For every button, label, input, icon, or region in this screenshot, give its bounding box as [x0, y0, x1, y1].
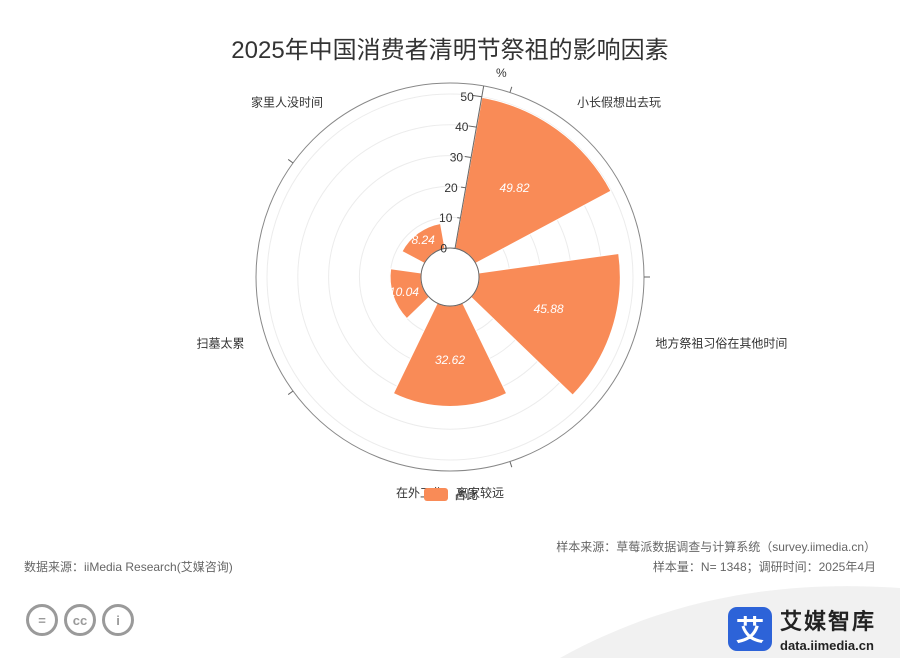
radial-tick-label: 0 — [440, 241, 447, 255]
category-label: 地方祭祖习俗在其他时间 — [655, 336, 787, 351]
radial-tick-label: 10 — [439, 211, 453, 225]
radial-tick-label: 20 — [444, 181, 458, 195]
person-icon: i — [102, 604, 134, 636]
radial-tick-label: 40 — [455, 120, 469, 134]
polar-inner-circle — [420, 247, 480, 307]
brand-name: 艾媒智库 — [780, 609, 877, 634]
angle-tick — [509, 86, 513, 93]
category-label: 扫墓太累 — [197, 336, 245, 351]
category-label: 小长假想出去玩 — [577, 94, 661, 109]
data-source: 数据来源：iiMedia Research(艾媒咨询) — [24, 560, 233, 574]
radial-tick — [472, 94, 482, 98]
bar-sector — [454, 96, 612, 265]
data-label: 49.82 — [499, 181, 529, 195]
chart-title: 2025年中国消费者清明节祭祖的影响因素 — [231, 37, 669, 64]
sample-size: 样本量：N= 1348；调研时间：2025年4月 — [652, 560, 876, 574]
license-icons: = cc i — [26, 604, 134, 636]
angle-tick — [287, 159, 294, 164]
category-label: 在外工作，离家较远 — [396, 485, 504, 500]
brand-block: 艾 艾媒智库 data.iimedia.cn — [728, 604, 876, 653]
radial-tick — [468, 125, 477, 128]
sample-source: 样本来源：草莓派数据调查与计算系统（survey.iimedia.cn） — [556, 540, 876, 554]
data-label: 32.62 — [435, 353, 465, 367]
angle-tick — [287, 390, 294, 395]
radial-tick — [460, 186, 466, 189]
legend[interactable]: 占比 — [424, 486, 478, 503]
brand-logo-icon: 艾 — [728, 606, 772, 651]
legend-label: 占比 — [454, 488, 479, 502]
cc-icon: cc — [64, 604, 96, 636]
radial-unit-label: % — [496, 66, 507, 80]
radial-tick-label: 30 — [450, 150, 464, 164]
brand-url: data.iimedia.cn — [780, 638, 874, 653]
radial-tick — [464, 156, 472, 158]
legend-swatch — [424, 488, 448, 501]
category-label: 家里人没时间 — [251, 94, 323, 109]
data-label: 8.24 — [411, 233, 435, 247]
equal-icon: = — [26, 604, 58, 636]
polar-grid-circle — [266, 93, 634, 461]
radial-tick-label: 50 — [460, 90, 474, 104]
data-label: 10.04 — [389, 285, 419, 299]
data-label: 45.88 — [534, 302, 564, 316]
radial-axis — [454, 85, 485, 249]
angle-tick — [509, 461, 513, 468]
